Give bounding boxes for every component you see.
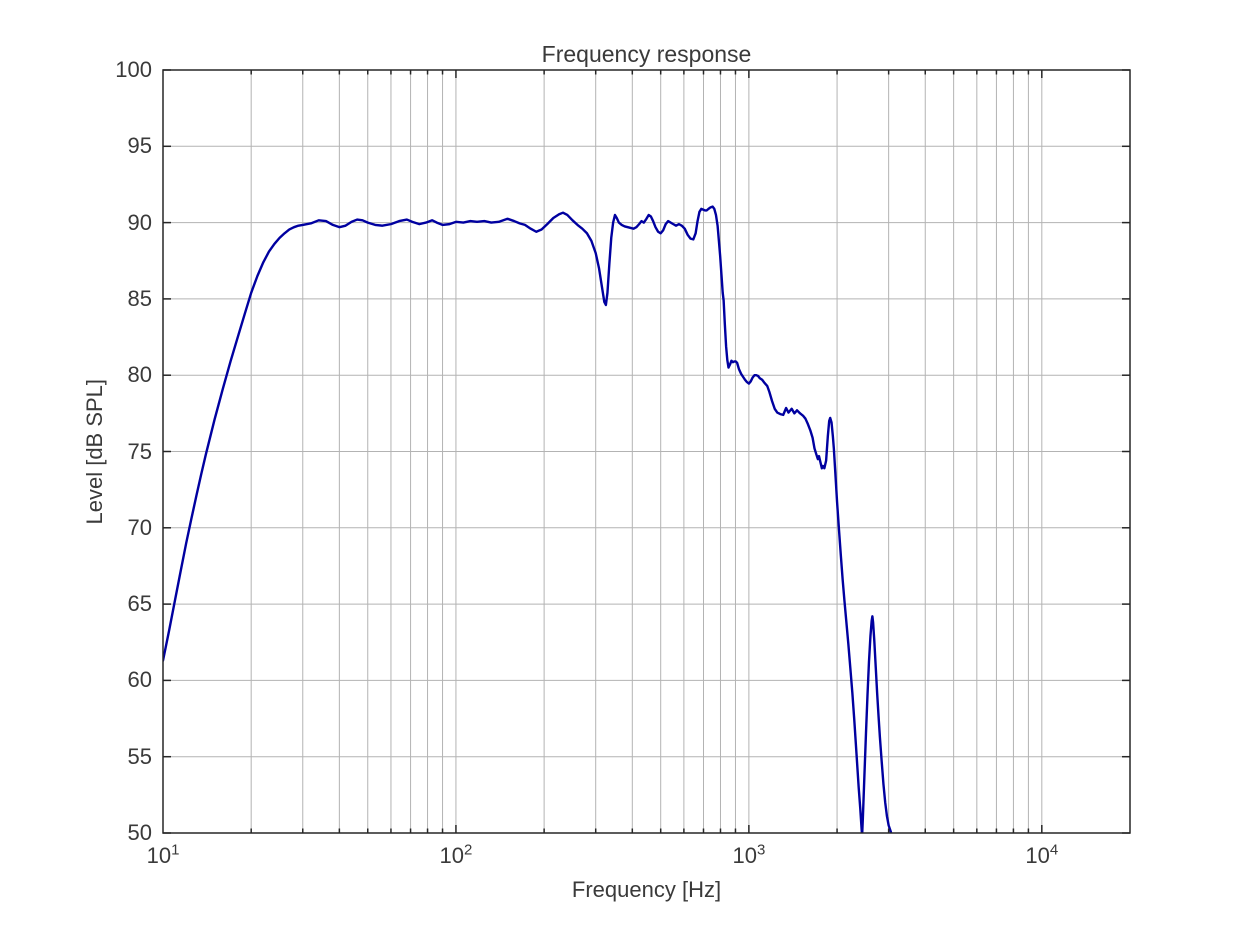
y-tick-label: 95 bbox=[127, 133, 152, 159]
x-tick-label: 101 bbox=[146, 841, 180, 868]
plot-title: Frequency response bbox=[541, 41, 752, 67]
y-tick-label: 65 bbox=[127, 591, 152, 617]
x-tick-label: 102 bbox=[439, 841, 473, 868]
y-tick-label: 85 bbox=[127, 285, 152, 311]
grid-lines bbox=[163, 70, 1130, 833]
x-tick-label: 104 bbox=[1025, 841, 1059, 868]
tick-marks bbox=[163, 69, 1130, 834]
x-tick-label: 103 bbox=[732, 841, 766, 868]
y-tick-label: 55 bbox=[127, 743, 152, 769]
y-tick-label: 60 bbox=[127, 667, 152, 693]
y-tick-label: 50 bbox=[127, 820, 152, 845]
frequency-response-curve bbox=[163, 205, 893, 833]
y-tick-label: 90 bbox=[127, 209, 152, 235]
y-tick-label: 80 bbox=[127, 362, 152, 388]
y-tick-label: 100 bbox=[115, 57, 152, 82]
y-tick-label: 70 bbox=[127, 514, 152, 540]
y-tick-label: 75 bbox=[127, 438, 152, 464]
x-axis-label: Frequency [Hz] bbox=[571, 877, 722, 902]
